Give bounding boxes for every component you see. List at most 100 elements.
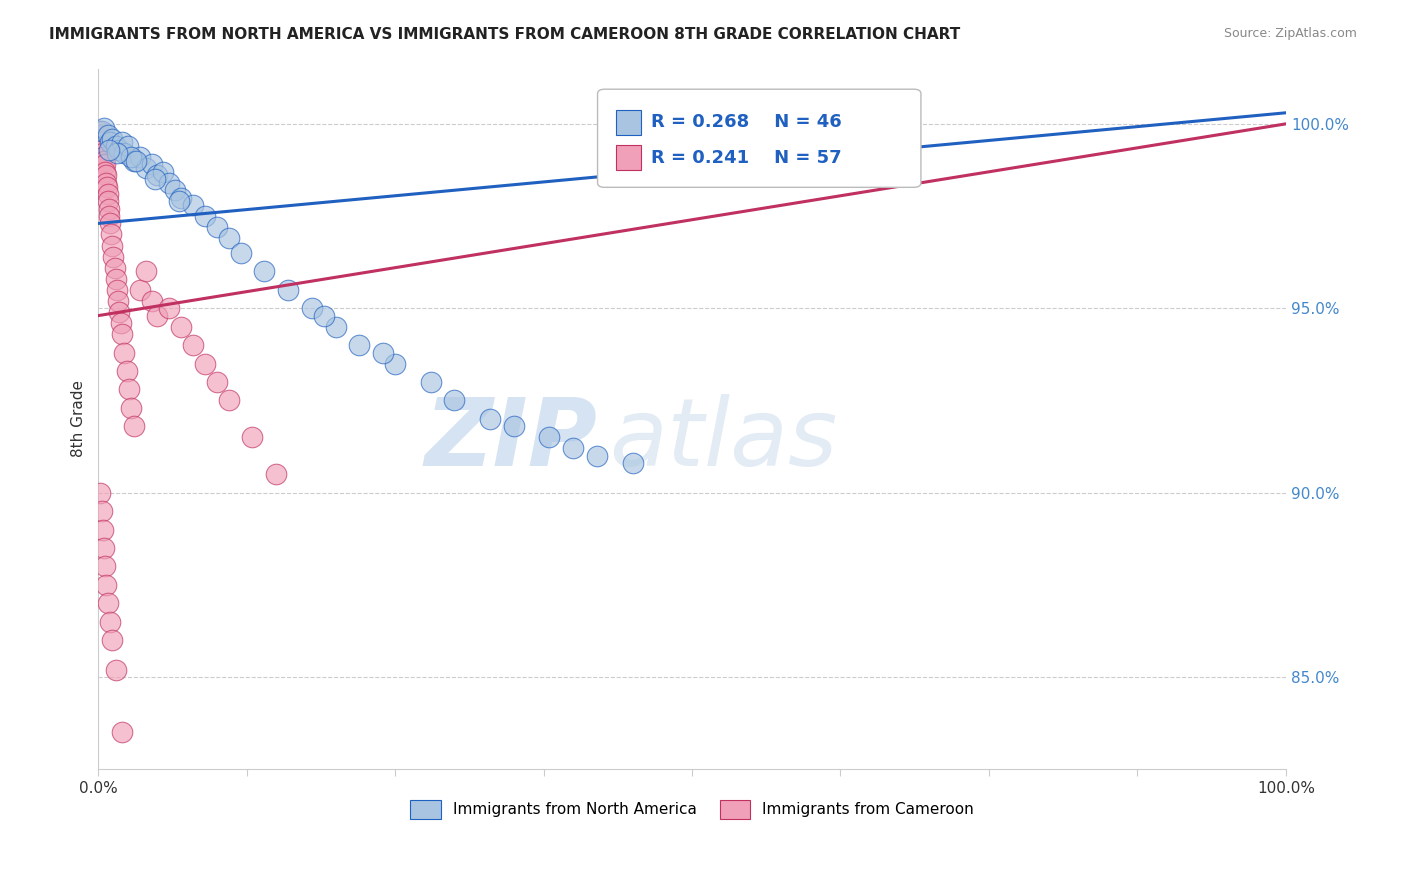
Point — [111, 136, 134, 150]
Point — [96, 128, 118, 142]
Point — [264, 467, 287, 482]
Point — [253, 264, 276, 278]
Point — [89, 128, 111, 142]
Point — [120, 150, 142, 164]
Point — [105, 146, 128, 161]
Point — [105, 283, 128, 297]
Point — [90, 124, 112, 138]
Point — [91, 146, 114, 161]
Point — [167, 194, 190, 209]
Point — [181, 198, 204, 212]
Point — [122, 419, 145, 434]
Point — [101, 238, 124, 252]
Point — [325, 319, 347, 334]
Point — [170, 191, 193, 205]
Point — [101, 131, 124, 145]
Text: atlas: atlas — [609, 394, 837, 485]
Point — [194, 209, 217, 223]
Text: R = 0.241    N = 57: R = 0.241 N = 57 — [651, 149, 842, 167]
Point — [125, 153, 148, 168]
Point — [502, 419, 524, 434]
Point — [165, 183, 187, 197]
Point — [128, 283, 150, 297]
Point — [104, 272, 127, 286]
Point — [122, 153, 145, 168]
Point — [586, 449, 609, 463]
Point — [141, 293, 163, 308]
Point — [101, 633, 124, 648]
Point — [96, 578, 118, 592]
Point — [94, 559, 117, 574]
Point — [419, 375, 441, 389]
Point — [93, 541, 115, 555]
Point — [157, 301, 180, 316]
Point — [562, 442, 585, 456]
Point — [104, 663, 127, 677]
Point — [312, 309, 335, 323]
Point — [384, 357, 406, 371]
Point — [111, 725, 134, 739]
Point — [112, 146, 135, 161]
Text: IMMIGRANTS FROM NORTH AMERICA VS IMMIGRANTS FROM CAMEROON 8TH GRADE CORRELATION : IMMIGRANTS FROM NORTH AMERICA VS IMMIGRA… — [49, 27, 960, 42]
Point — [90, 504, 112, 518]
Point — [93, 120, 115, 135]
Point — [96, 176, 118, 190]
Text: ZIP: ZIP — [425, 394, 598, 486]
Point — [98, 216, 121, 230]
Y-axis label: 8th Grade: 8th Grade — [72, 380, 86, 458]
Text: R = 0.268    N = 46: R = 0.268 N = 46 — [651, 113, 842, 131]
Point — [152, 165, 174, 179]
Point — [97, 194, 120, 209]
Point — [277, 283, 299, 297]
Point — [218, 231, 240, 245]
Point — [242, 430, 264, 444]
Point — [90, 136, 112, 150]
Legend: Immigrants from North America, Immigrants from Cameroon: Immigrants from North America, Immigrant… — [404, 794, 980, 825]
Point — [111, 327, 134, 342]
Point — [97, 202, 120, 216]
Point — [110, 316, 132, 330]
Point — [90, 139, 112, 153]
Point — [93, 157, 115, 171]
Point — [118, 383, 141, 397]
Point — [89, 124, 111, 138]
Point — [91, 143, 114, 157]
Point — [146, 169, 169, 183]
Point — [146, 309, 169, 323]
Point — [97, 143, 120, 157]
Point — [157, 176, 180, 190]
Point — [120, 401, 142, 415]
Point — [112, 345, 135, 359]
Point — [538, 430, 561, 444]
Point — [98, 615, 121, 629]
Point — [91, 523, 114, 537]
Point — [143, 172, 166, 186]
Point — [93, 153, 115, 168]
Point — [108, 143, 131, 157]
Point — [103, 250, 125, 264]
Point — [94, 169, 117, 183]
Point — [205, 375, 228, 389]
Point — [141, 157, 163, 171]
Point — [170, 319, 193, 334]
Point — [115, 364, 138, 378]
Point — [89, 485, 111, 500]
Point — [373, 345, 395, 359]
Point — [621, 456, 644, 470]
Point — [135, 161, 157, 175]
Point — [349, 338, 371, 352]
Point — [89, 131, 111, 145]
Point — [181, 338, 204, 352]
Point — [117, 139, 139, 153]
Point — [443, 393, 465, 408]
Text: Source: ZipAtlas.com: Source: ZipAtlas.com — [1223, 27, 1357, 40]
Point — [479, 412, 502, 426]
Point — [107, 293, 129, 308]
Point — [301, 301, 323, 316]
Point — [218, 393, 240, 408]
Point — [128, 150, 150, 164]
Point — [205, 220, 228, 235]
Point — [96, 179, 118, 194]
Point — [194, 357, 217, 371]
Point — [96, 186, 118, 201]
